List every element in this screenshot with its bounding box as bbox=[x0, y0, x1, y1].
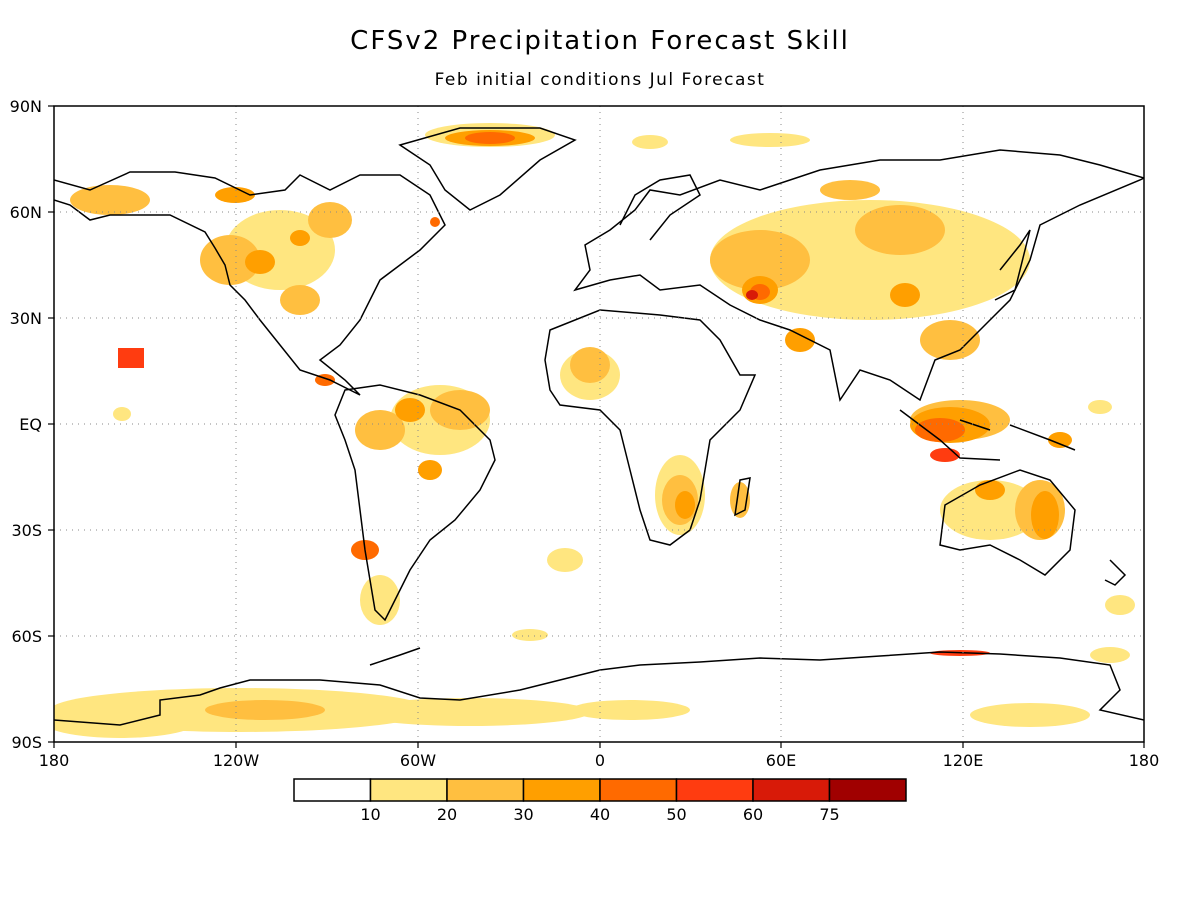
colorbar-label: 30 bbox=[513, 805, 533, 824]
colorbar-label: 60 bbox=[743, 805, 763, 824]
colorbar-label: 20 bbox=[437, 805, 457, 824]
lon-labels: 180 120W 60W 0 60E 120E 180 bbox=[39, 751, 1160, 770]
colorbar-swatch bbox=[446, 778, 525, 802]
colorbar-swatch bbox=[752, 778, 831, 802]
lat-label: 60S bbox=[11, 627, 42, 646]
skill-blobs-40-50 bbox=[315, 132, 965, 560]
colorbar-label: 50 bbox=[666, 805, 686, 824]
skill-blobs-30-40 bbox=[215, 130, 1072, 539]
lat-label: 90N bbox=[10, 97, 42, 116]
lat-label: 90S bbox=[11, 733, 42, 752]
colorbar-swatch bbox=[293, 778, 372, 802]
lon-label: 60W bbox=[400, 751, 436, 770]
colorbar-label: 75 bbox=[819, 805, 839, 824]
colorbar-label: 40 bbox=[590, 805, 610, 824]
lon-label: 120W bbox=[213, 751, 260, 770]
lat-label: EQ bbox=[19, 415, 42, 434]
map-content bbox=[54, 106, 1144, 742]
lon-label: 180 bbox=[39, 751, 70, 770]
lat-labels: 90N 60N 30N EQ 30S 60S 90S bbox=[10, 97, 42, 752]
coastlines bbox=[54, 127, 1144, 726]
skill-blobs-60-75 bbox=[746, 290, 758, 300]
colorbar-swatch bbox=[369, 778, 448, 802]
colorbar: 10 20 30 40 50 60 75 bbox=[293, 778, 907, 824]
map-subtitle: Feb initial conditions Jul Forecast bbox=[434, 70, 766, 90]
ticks bbox=[48, 105, 1145, 748]
skill-blobs-10-20 bbox=[54, 123, 1135, 738]
lat-label: 30S bbox=[11, 521, 42, 540]
colorbar-swatch bbox=[675, 778, 754, 802]
colorbar-swatch bbox=[522, 778, 601, 802]
lat-label: 30N bbox=[10, 309, 42, 328]
map-title: CFSv2 Precipitation Forecast Skill bbox=[350, 26, 850, 56]
colorbar-swatch bbox=[599, 778, 678, 802]
lon-label: 0 bbox=[595, 751, 605, 770]
skill-blobs-50-60 bbox=[118, 348, 990, 656]
lat-label: 60N bbox=[10, 203, 42, 222]
lon-label: 180 bbox=[1129, 751, 1160, 770]
lon-label: 120E bbox=[943, 751, 984, 770]
colorbar-label: 10 bbox=[360, 805, 380, 824]
grid-lines bbox=[54, 106, 1144, 742]
lon-label: 60E bbox=[766, 751, 796, 770]
colorbar-swatch bbox=[828, 778, 907, 802]
